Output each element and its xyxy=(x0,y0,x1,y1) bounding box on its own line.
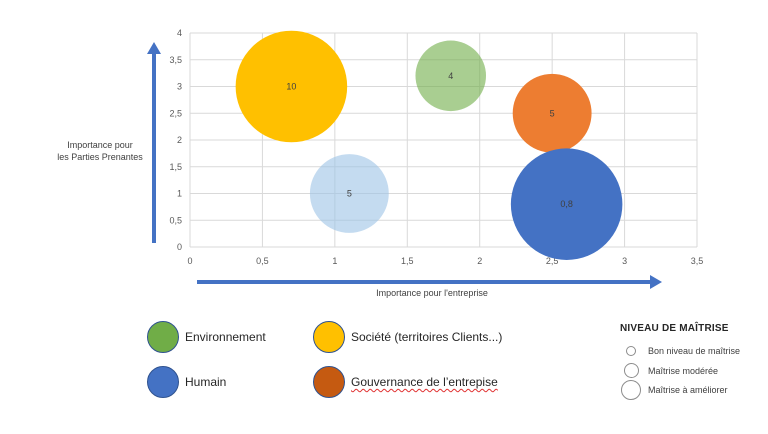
y-tick-label: 0 xyxy=(177,242,182,252)
y-tick-label: 2,5 xyxy=(169,108,182,118)
y-tick-label: 3,5 xyxy=(169,55,182,65)
bubble-label: 5 xyxy=(347,189,352,199)
axis-arrows xyxy=(147,42,662,289)
legend-swatch-societe xyxy=(313,321,345,353)
y-tick-label: 1 xyxy=(177,189,182,199)
y-tick-label: 0,5 xyxy=(169,215,182,225)
x-tick-label: 3,5 xyxy=(691,256,704,266)
bubble-chart: 0 0,5 1 1,5 2 2,5 3 3,500,511,522,533,54 104550… xyxy=(57,28,703,298)
y-axis-arrowhead xyxy=(147,42,161,54)
y-tick-label: 3 xyxy=(177,82,182,92)
mastery-row-improve: Maîtrise à améliorer xyxy=(620,380,728,400)
y-axis-title-line-2: les Parties Prenantes xyxy=(57,152,143,162)
x-tick-label: 1,5 xyxy=(401,256,414,266)
mastery-label-improve: Maîtrise à améliorer xyxy=(648,385,728,395)
bubble-label: 0,8 xyxy=(560,199,573,209)
legend-swatch-gouvernance xyxy=(313,366,345,398)
legend-swatch-environnement xyxy=(147,321,179,353)
x-axis-arrowhead xyxy=(650,275,662,289)
x-axis-title: Importance pour l'entreprise xyxy=(376,288,488,298)
legend-item-gouvernance: Gouvernance de l’entrepise xyxy=(313,366,498,398)
y-axis-title-line-1: Importance pour xyxy=(67,140,133,150)
legend-swatch-humain xyxy=(147,366,179,398)
bubble xyxy=(309,154,389,233)
legend-label-gouvernance: Gouvernance de l’entrepise xyxy=(351,375,498,389)
legend-item-societe: Société (territoires Clients...) xyxy=(313,321,502,353)
y-tick-label: 4 xyxy=(177,28,182,38)
mastery-legend-title: NIVEAU DE MAÎTRISE xyxy=(620,323,729,334)
bubble-label: 4 xyxy=(448,71,453,81)
legend-item-environnement: Environnement xyxy=(147,321,266,353)
legend-label-societe: Société (territoires Clients...) xyxy=(351,330,503,344)
bubbles: 10 4 5 5 0,8 xyxy=(235,30,623,260)
bubble-label: 5 xyxy=(550,108,555,118)
bubble-label: 10 xyxy=(286,82,296,92)
mastery-circle-small xyxy=(626,346,636,356)
mastery-circle-large xyxy=(621,380,641,400)
legend-item-humain: Humain xyxy=(147,366,226,398)
x-tick-label: 1 xyxy=(332,256,337,266)
tick-labels: 0 0,5 1 1,5 2 2,5 3 3,5 0 0,5 1 1,5 2 2,5 3 3,5 4 xyxy=(169,28,703,266)
y-tick-label: 2 xyxy=(177,135,182,145)
x-tick-label: 0 xyxy=(187,256,192,266)
x-tick-label: 2,5 xyxy=(546,256,559,266)
x-tick-label: 3 xyxy=(622,256,627,266)
legend-label-environnement: Environnement xyxy=(185,330,266,344)
mastery-row-moderate: Maîtrise modérée xyxy=(620,363,718,378)
x-tick-label: 2 xyxy=(477,256,482,266)
mastery-label-moderate: Maîtrise modérée xyxy=(648,365,719,376)
mastery-circle-medium xyxy=(623,363,639,378)
mastery-label-good: Bon niveau de maîtrise xyxy=(648,346,741,356)
legend-label-humain: Humain xyxy=(185,375,227,389)
y-tick-label: 1,5 xyxy=(169,162,182,172)
bubble xyxy=(235,30,348,143)
x-tick-label: 0,5 xyxy=(256,256,269,266)
mastery-row-good: Bon niveau de maîtrise xyxy=(620,346,740,356)
bubble xyxy=(415,40,487,112)
bubble xyxy=(512,73,592,153)
bubble xyxy=(510,148,623,260)
